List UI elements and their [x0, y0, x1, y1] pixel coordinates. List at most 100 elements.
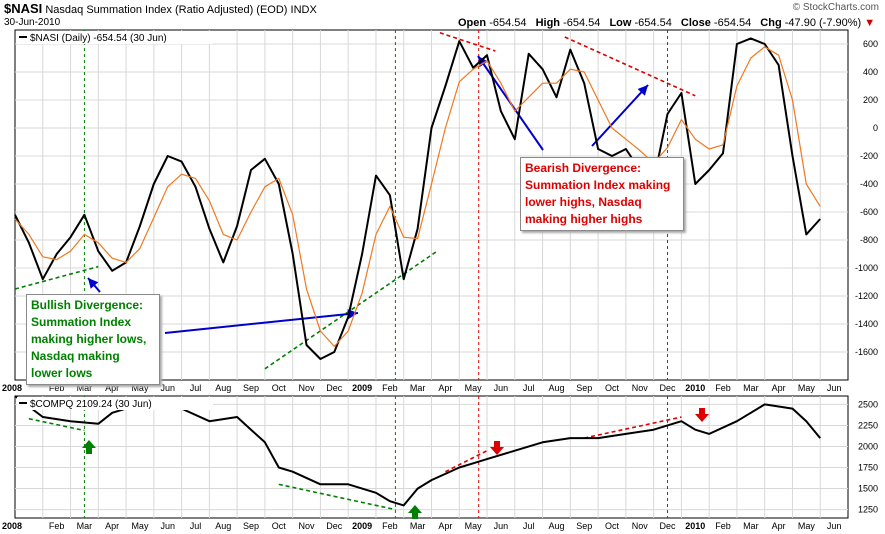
- x-tick-label: Nov: [299, 521, 316, 531]
- low-label: Low: [609, 17, 632, 29]
- legend-layer: $NASI (Daily) -654.54 (30 Jun) $COMPQ 210…: [17, 31, 213, 410]
- red-down-arrow-icon-shape: [490, 441, 504, 455]
- x-tick-label: Oct: [272, 521, 287, 531]
- bearish-trendline: [564, 36, 696, 97]
- y-tick-label: 1250: [858, 505, 878, 515]
- x-tick-label: Sep: [243, 383, 259, 393]
- y-tick-label: 0: [873, 123, 878, 133]
- series-legend: $NASI (Daily) -654.54 (30 Jun): [17, 31, 213, 44]
- high-label: High: [535, 17, 561, 29]
- x-tick-label: Apr: [105, 383, 119, 393]
- x-tick-label: Sep: [243, 521, 259, 531]
- bearish-trendline: [439, 32, 496, 52]
- open-value: -654.54: [489, 17, 527, 29]
- x-tick-label: 2008: [2, 383, 22, 393]
- x-tick-label: 2010: [685, 521, 705, 531]
- x-tick-label: Oct: [605, 521, 620, 531]
- open-label: Open: [458, 17, 487, 29]
- x-tick-label: Feb: [49, 383, 65, 393]
- ohlc-readout: Open -654.54 High -654.54 Low -654.54 Cl…: [452, 17, 875, 29]
- x-tick-label: Apr: [772, 521, 786, 531]
- x-tick-label: May: [131, 383, 149, 393]
- x-tick-label: Jun: [827, 383, 842, 393]
- x-tick-label: Feb: [715, 521, 731, 531]
- x-tick-label: Jul: [523, 521, 535, 531]
- x-tick-label: Sep: [576, 521, 592, 531]
- x-tick-label: May: [131, 521, 149, 531]
- red-down-arrow-icon: [695, 408, 709, 422]
- x-tick-label: Jun: [494, 521, 509, 531]
- y-tick-label: -400: [860, 179, 878, 189]
- x-tick-label: Dec: [660, 383, 677, 393]
- x-tick-label: Aug: [548, 521, 564, 531]
- x-tick-label: Dec: [326, 521, 343, 531]
- x-tick-label: May: [465, 383, 483, 393]
- y-tick-label: -200: [860, 151, 878, 161]
- bullish-divergence-note: Bullish Divergence: Summation Index maki…: [26, 294, 160, 385]
- x-tick-label: Apr: [105, 521, 119, 531]
- y-tick-label: 2250: [858, 420, 878, 430]
- y-tick-label: -800: [860, 235, 878, 245]
- x-tick-label: Jun: [827, 521, 842, 531]
- x-tick-label: Jul: [190, 383, 202, 393]
- x-tick-label: May: [465, 521, 483, 531]
- x-tick-label: 2008: [2, 521, 22, 531]
- x-tick-label: Dec: [326, 383, 343, 393]
- y-tick-label: -600: [860, 207, 878, 217]
- low-value: -654.54: [634, 17, 672, 29]
- x-tick-label: Aug: [215, 521, 231, 531]
- blue-arrow: [164, 312, 359, 334]
- legend-bg: [17, 31, 213, 44]
- y-tick-label: 1500: [858, 484, 878, 494]
- x-tick-label: Feb: [49, 521, 65, 531]
- y-tick-label: 200: [863, 95, 878, 105]
- bullish-trendline: [14, 265, 99, 290]
- x-tick-label: Mar: [410, 521, 426, 531]
- legend-label: $NASI (Daily) -654.54 (30 Jun): [30, 33, 167, 44]
- symbol-label: $NASI: [4, 1, 43, 16]
- x-tick-label: Oct: [605, 383, 620, 393]
- index-name: Nasdaq Summation Index (Ratio Adjusted) …: [45, 4, 288, 16]
- bullish-trendline: [28, 417, 85, 432]
- x-tick-label: Feb: [382, 521, 398, 531]
- green-up-arrow-icon: [408, 505, 422, 519]
- x-tick-label: 2009: [352, 383, 372, 393]
- bearish-trendline: [584, 416, 682, 439]
- chg-label: Chg: [760, 17, 782, 29]
- x-tick-label: Jun: [160, 383, 175, 393]
- y-tick-label: -1200: [855, 291, 878, 301]
- x-tick-label: Mar: [410, 383, 426, 393]
- y-tick-label: 2500: [858, 399, 878, 409]
- down-triangle-icon: ▼: [864, 17, 876, 29]
- x-tick-label: Mar: [77, 521, 93, 531]
- bearish-trendline: [445, 449, 488, 473]
- exchange-label: INDX: [290, 4, 317, 16]
- y-tick-label: 600: [863, 39, 878, 49]
- x-tick-label: Sep: [576, 383, 592, 393]
- x-tick-label: Mar: [77, 383, 93, 393]
- x-tick-label: Dec: [660, 521, 677, 531]
- x-tick-label: Aug: [548, 383, 564, 393]
- bullish-trendline: [278, 483, 396, 511]
- x-tick-label: Mar: [743, 521, 759, 531]
- green-up-arrow-icon: [82, 440, 96, 454]
- x-tick-label: Mar: [743, 383, 759, 393]
- x-tick-label: Apr: [772, 383, 786, 393]
- x-tick-label: May: [798, 383, 816, 393]
- watermark: © StockCharts.com: [792, 2, 879, 13]
- high-value: -654.54: [563, 17, 601, 29]
- x-tick-label: Jun: [160, 521, 175, 531]
- legend-label: $COMPQ 2109.24 (30 Jun): [30, 399, 152, 410]
- y-tick-label: -1600: [855, 347, 878, 357]
- blue-arrow-head: [88, 278, 99, 289]
- legend-bg: [17, 397, 213, 410]
- green-up-arrow-icon-shape: [82, 440, 96, 454]
- x-tick-label: Oct: [272, 383, 287, 393]
- x-tick-label: Aug: [215, 383, 231, 393]
- date-label: 30-Jun-2010: [4, 17, 61, 28]
- y-tick-label: 2000: [858, 441, 878, 451]
- close-label: Close: [680, 17, 711, 29]
- close-value: -654.54: [713, 17, 752, 29]
- x-tick-label: 2009: [352, 521, 372, 531]
